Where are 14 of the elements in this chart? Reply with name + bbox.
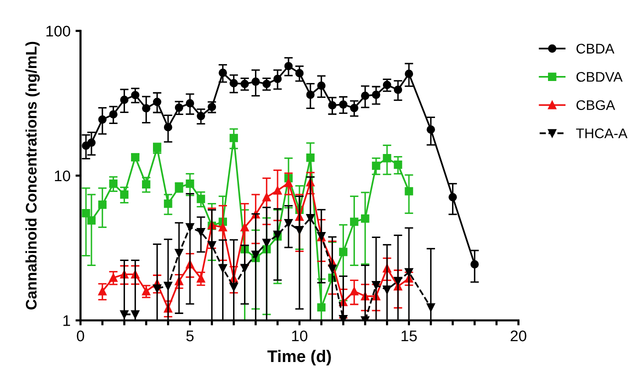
y-axis-title: Cannabinoid Concentrations (ng/mL) — [25, 42, 40, 310]
legend-label: CBDVA — [576, 72, 623, 82]
x-tick-label: 15 — [402, 330, 417, 342]
x-tick-label: 0 — [76, 330, 84, 342]
x-tick-label: 10 — [292, 330, 308, 342]
legend-label: CBGA — [576, 100, 616, 110]
y-tick-label: 10 — [54, 170, 70, 182]
legend-label: THCA-A — [576, 128, 628, 138]
y-tick-label: 100 — [46, 26, 70, 37]
x-tick-label: 20 — [510, 330, 526, 342]
legend-label: CBDA — [576, 44, 614, 54]
x-tick-label: 5 — [186, 330, 194, 342]
y-tick-label: 1 — [63, 315, 70, 326]
x-axis-title: Time (d) — [267, 350, 331, 366]
